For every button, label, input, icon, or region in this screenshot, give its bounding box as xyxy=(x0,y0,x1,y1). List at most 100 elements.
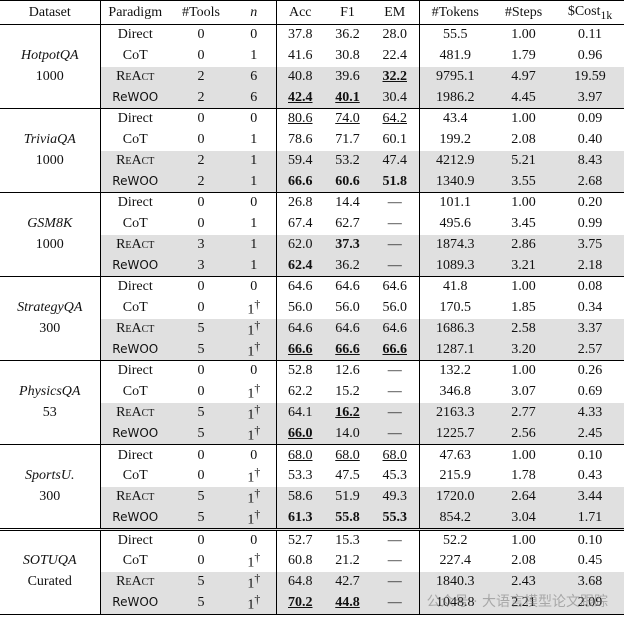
value: 0 xyxy=(250,533,258,549)
value: 2.77 xyxy=(511,405,536,421)
value: 67.4 xyxy=(288,216,313,231)
paradigm-cell: Direct xyxy=(100,24,170,46)
value-cell: 0 xyxy=(170,444,232,466)
value: 66.6 xyxy=(288,173,313,189)
value-cell: 3.44 xyxy=(556,486,624,508)
dataset-cell xyxy=(0,24,101,46)
value-cell: 2.86 xyxy=(491,234,556,256)
value-cell: 61.3 xyxy=(276,507,324,530)
value-cell: 47.5 xyxy=(324,466,371,487)
value: 3.21 xyxy=(511,257,536,273)
value: 68.0 xyxy=(288,447,313,463)
value: 215.9 xyxy=(439,468,472,484)
value-cell: 47.63 xyxy=(419,444,491,466)
value: 43.4 xyxy=(443,111,468,127)
value-cell: 1986.2 xyxy=(419,87,491,109)
dataset-cell: 1000 xyxy=(0,150,101,172)
value-cell: 1340.9 xyxy=(419,171,491,193)
column-header: Dataset xyxy=(0,0,101,25)
value: 41.6 xyxy=(288,48,313,63)
value-cell: 26.8 xyxy=(276,192,324,214)
value-cell: 0 xyxy=(170,276,232,298)
header-text: #Steps xyxy=(504,4,543,20)
dataset-cell: HotpotQA xyxy=(0,45,101,67)
value-cell: 5 xyxy=(170,318,232,340)
dataset-size: 300 xyxy=(39,321,61,336)
value-cell: 495.6 xyxy=(419,214,491,235)
value-cell: 5 xyxy=(170,571,232,593)
dataset-cell: TriviaQA xyxy=(0,129,101,151)
paradigm: CoT xyxy=(122,48,148,63)
column-header: F1 xyxy=(324,0,371,25)
value: 22.4 xyxy=(382,48,408,63)
value-cell: 68.0 xyxy=(276,444,324,466)
table-row: 1000 ReAct 3 1 62.0 37.3 — 1874.3 2.86 3.75 xyxy=(0,234,624,256)
value: 3.20 xyxy=(511,341,536,357)
value-cell: — xyxy=(371,255,420,277)
paradigm-cell: CoT xyxy=(100,551,170,572)
table-row: ReWOO 2 1 66.6 60.6 51.8 1340.9 3.55 2.68 xyxy=(0,171,624,193)
value-cell: 66.6 xyxy=(324,339,371,361)
value: 2 xyxy=(197,153,205,168)
value: 1225.7 xyxy=(436,425,475,441)
value: 199.2 xyxy=(439,132,472,147)
table-row: ReWOO 5 1† 70.2 44.8 — 1048.8 2.21 2.09 xyxy=(0,592,624,615)
value-cell: — xyxy=(371,550,420,572)
value: 0 xyxy=(197,447,205,463)
value-cell: 0 xyxy=(170,24,232,46)
value-cell: 30.4 xyxy=(371,87,420,109)
paradigm: ReWOO xyxy=(112,595,159,610)
value-cell: 854.2 xyxy=(419,507,491,530)
value-cell: 0 xyxy=(232,360,277,382)
table-body: Direct 0 0 37.8 36.2 28.0 55.5 1.00 0.11 HotpotQA… xyxy=(0,24,624,615)
value: 2.43 xyxy=(511,574,536,590)
value: 66.0 xyxy=(288,425,313,441)
value: 52.2 xyxy=(443,533,468,549)
value: 80.6 xyxy=(288,111,313,127)
table-row: ReWOO 5 1† 61.3 55.8 55.3 854.2 3.04 1.71 xyxy=(0,507,624,530)
paradigm-cell: Direct xyxy=(100,192,170,214)
value-cell: 3.21 xyxy=(491,255,556,277)
paradigm: ReWOO xyxy=(112,89,159,104)
table-row: Curated ReAct 5 1† 64.8 42.7 — 1840.3 2.43 3.68 xyxy=(0,571,624,593)
value-cell: 67.4 xyxy=(276,214,324,235)
dataset-cell: Curated xyxy=(0,571,101,593)
value: — xyxy=(387,237,402,252)
value-cell: 5 xyxy=(170,339,232,361)
value-cell: 71.7 xyxy=(324,130,371,151)
value: 1.00 xyxy=(511,533,536,549)
n-marker: † xyxy=(254,381,261,395)
paradigm: Direct xyxy=(117,27,153,43)
value-cell: 0 xyxy=(170,108,232,130)
value-cell: 68.0 xyxy=(324,444,371,466)
paradigm-cell: ReWOO xyxy=(100,87,170,109)
value: 2.56 xyxy=(511,425,536,441)
value: 53.3 xyxy=(288,468,313,484)
value-cell: 56.0 xyxy=(324,298,371,319)
n-marker: † xyxy=(254,465,261,479)
dataset-size: 53 xyxy=(42,405,57,421)
value-cell: 70.2 xyxy=(276,592,324,615)
value-cell: 40.1 xyxy=(324,87,371,109)
value: 37.8 xyxy=(288,27,313,43)
value: 0 xyxy=(250,279,258,295)
paradigm: CoT xyxy=(122,553,148,569)
dataset-cell: SportsU. xyxy=(0,465,101,487)
value: — xyxy=(387,405,402,421)
value: 49.3 xyxy=(382,489,408,505)
paradigm-cell: ReWOO xyxy=(100,507,170,530)
header-text: F1 xyxy=(340,4,355,20)
value: 15.2 xyxy=(335,384,360,400)
value-cell: 6 xyxy=(232,87,277,109)
value: 14.4 xyxy=(335,195,360,211)
value: 0.40 xyxy=(577,132,603,147)
table-row: GSM8K CoT 0 1 67.4 62.7 — 495.6 3.45 0.99 xyxy=(0,213,624,235)
dataset-cell: 300 xyxy=(0,486,101,508)
paradigm: Direct xyxy=(117,533,153,549)
value-cell: 64.6 xyxy=(324,276,371,298)
value-cell: — xyxy=(371,213,420,235)
value: 2 xyxy=(197,69,205,84)
dataset-cell: PhysicsQA xyxy=(0,381,101,403)
value-cell: 0.10 xyxy=(556,528,624,551)
value: 1.00 xyxy=(511,447,536,463)
